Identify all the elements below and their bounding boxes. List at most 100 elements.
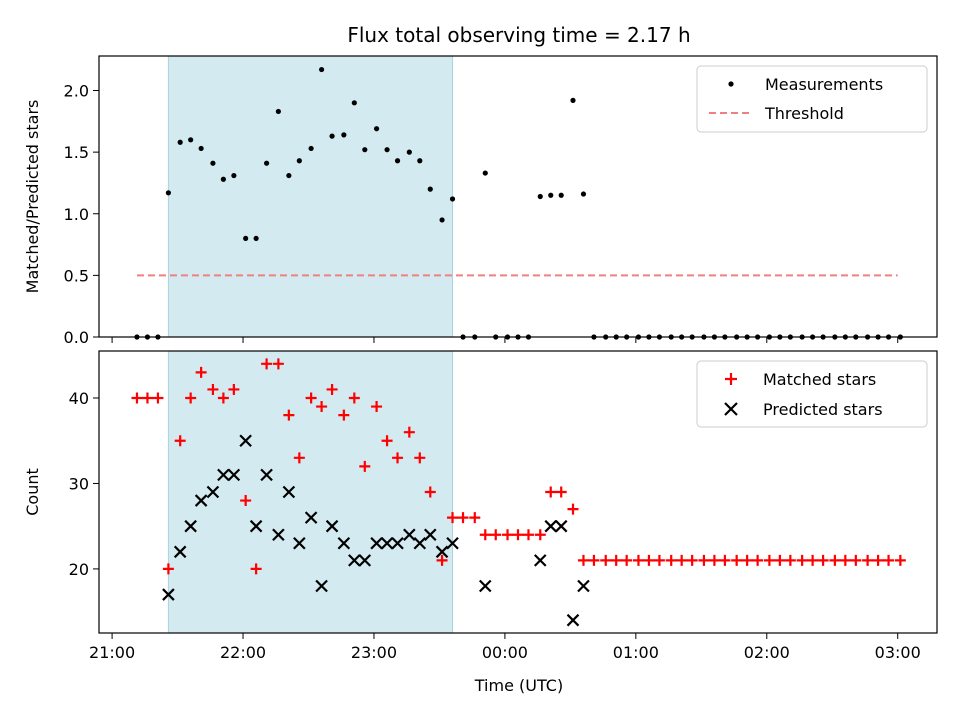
ratio-legend: Measurements Threshold <box>696 65 928 133</box>
predicted-star-point <box>358 554 372 567</box>
measurement-point <box>351 100 357 106</box>
count-x-ticks: 21:00 22:00 23:00 00:00 01:00 02:00 03:00 <box>89 633 921 662</box>
matched-star-point <box>381 435 393 447</box>
ratio-y-ticks: 0.0 0.5 1.0 1.5 2.0 <box>64 82 99 347</box>
predicted-star-point <box>206 485 220 499</box>
measurement-point <box>570 97 576 103</box>
matched-star-point <box>338 409 350 421</box>
predicted-star-point <box>478 579 492 593</box>
predicted-star-point <box>325 519 339 533</box>
matched-star-point <box>796 554 808 566</box>
predicted-star-point <box>391 536 404 550</box>
predicted-star-point <box>184 519 197 533</box>
x-axis-label: Time (UTC) <box>474 676 563 695</box>
matched-star-point <box>883 554 895 566</box>
matched-star-point <box>741 554 753 566</box>
measurement-point <box>580 191 587 197</box>
matched-star-point <box>424 486 436 498</box>
predicted-star-point <box>533 554 547 567</box>
measurement-points <box>134 66 903 340</box>
matched-star-point <box>817 554 829 566</box>
measurement-point <box>308 145 314 152</box>
legend-marker-measurements <box>728 81 734 87</box>
matched-star-point <box>862 554 874 566</box>
legend-label-measurements: Measurements <box>765 75 883 94</box>
predicted-star-point <box>446 536 459 550</box>
matched-star-point <box>731 554 743 566</box>
matched-star-point <box>185 392 197 404</box>
measurement-point <box>417 158 423 164</box>
matched-star-point <box>545 486 557 498</box>
predicted-star-point <box>282 485 296 499</box>
matched-star-point <box>447 512 459 524</box>
matched-star-point <box>784 554 796 566</box>
measurement-point <box>296 158 302 164</box>
measurement-point <box>264 160 270 166</box>
x-tick-label: 22:00 <box>220 643 266 662</box>
measurement-point <box>439 217 445 223</box>
matched-star-point <box>359 460 371 472</box>
measurement-point <box>165 190 171 196</box>
matched-star-point <box>305 392 317 404</box>
measurement-point <box>394 158 401 164</box>
matched-star-point <box>567 503 579 515</box>
matched-star-point <box>872 554 884 566</box>
legend-label-threshold: Threshold <box>764 104 844 123</box>
measurement-point <box>318 66 325 73</box>
ratio-panel: 0.00.51.01.52.0 Matched/Predicted stars … <box>23 55 938 347</box>
count-y-ticks: 20 30 40 <box>69 389 99 579</box>
measurement-point <box>427 186 433 192</box>
ratio-x-ticks <box>111 337 899 343</box>
matched-star-point <box>807 554 819 566</box>
y-tick-label: 30 <box>69 474 89 493</box>
measurement-point <box>482 170 488 176</box>
predicted-star-point <box>577 579 590 593</box>
matched-star-point <box>502 529 514 541</box>
matched-star-point <box>195 366 207 378</box>
matched-star-point <box>512 529 524 541</box>
predicted-star-point <box>304 511 318 524</box>
measurement-point <box>243 235 249 242</box>
measurement-point <box>329 133 335 139</box>
matched-star-point <box>708 554 720 566</box>
matched-star-point <box>316 401 328 413</box>
count-y-label: Count <box>23 468 42 516</box>
measurement-point <box>449 196 456 202</box>
matched-star-point <box>676 554 688 566</box>
measurement-point <box>362 147 368 153</box>
measurement-point <box>177 139 183 145</box>
measurement-point <box>384 147 390 153</box>
predicted-star-point <box>239 434 252 448</box>
count-panel: 20 30 40 21:00 22:00 23:00 00:00 01:00 02:00 03:… <box>23 350 938 695</box>
measurement-point <box>548 192 554 198</box>
matched-star-points <box>131 358 906 575</box>
matched-star-point <box>272 358 284 370</box>
y-tick-label: 20 <box>69 560 89 579</box>
matched-star-point <box>152 392 164 404</box>
matched-star-point <box>479 529 491 541</box>
x-tick-label: 21:00 <box>89 643 135 662</box>
matched-star-point <box>698 554 710 566</box>
y-tick-label: 1.5 <box>64 143 89 162</box>
matched-star-point <box>719 554 731 566</box>
matched-star-point <box>839 554 851 566</box>
measurement-point <box>210 160 216 166</box>
matched-star-point <box>610 554 622 566</box>
predicted-star-point <box>194 494 208 507</box>
matched-star-point <box>752 554 764 566</box>
y-tick-label: 40 <box>69 389 89 408</box>
x-tick-label: 23:00 <box>351 643 397 662</box>
legend-label-matched: Matched stars <box>763 370 876 389</box>
matched-star-point <box>469 512 481 524</box>
legend-marker-matched <box>725 373 737 385</box>
predicted-star-point <box>544 519 558 533</box>
predicted-star-points <box>162 434 590 627</box>
matched-star-point <box>894 554 906 566</box>
measurement-point <box>341 132 347 138</box>
measurement-point <box>198 145 204 152</box>
matched-star-point <box>371 401 383 413</box>
legend-label-predicted: Predicted stars <box>763 400 883 419</box>
matched-star-point <box>250 563 262 575</box>
predicted-star-point <box>380 536 394 550</box>
x-tick-label: 00:00 <box>482 643 528 662</box>
